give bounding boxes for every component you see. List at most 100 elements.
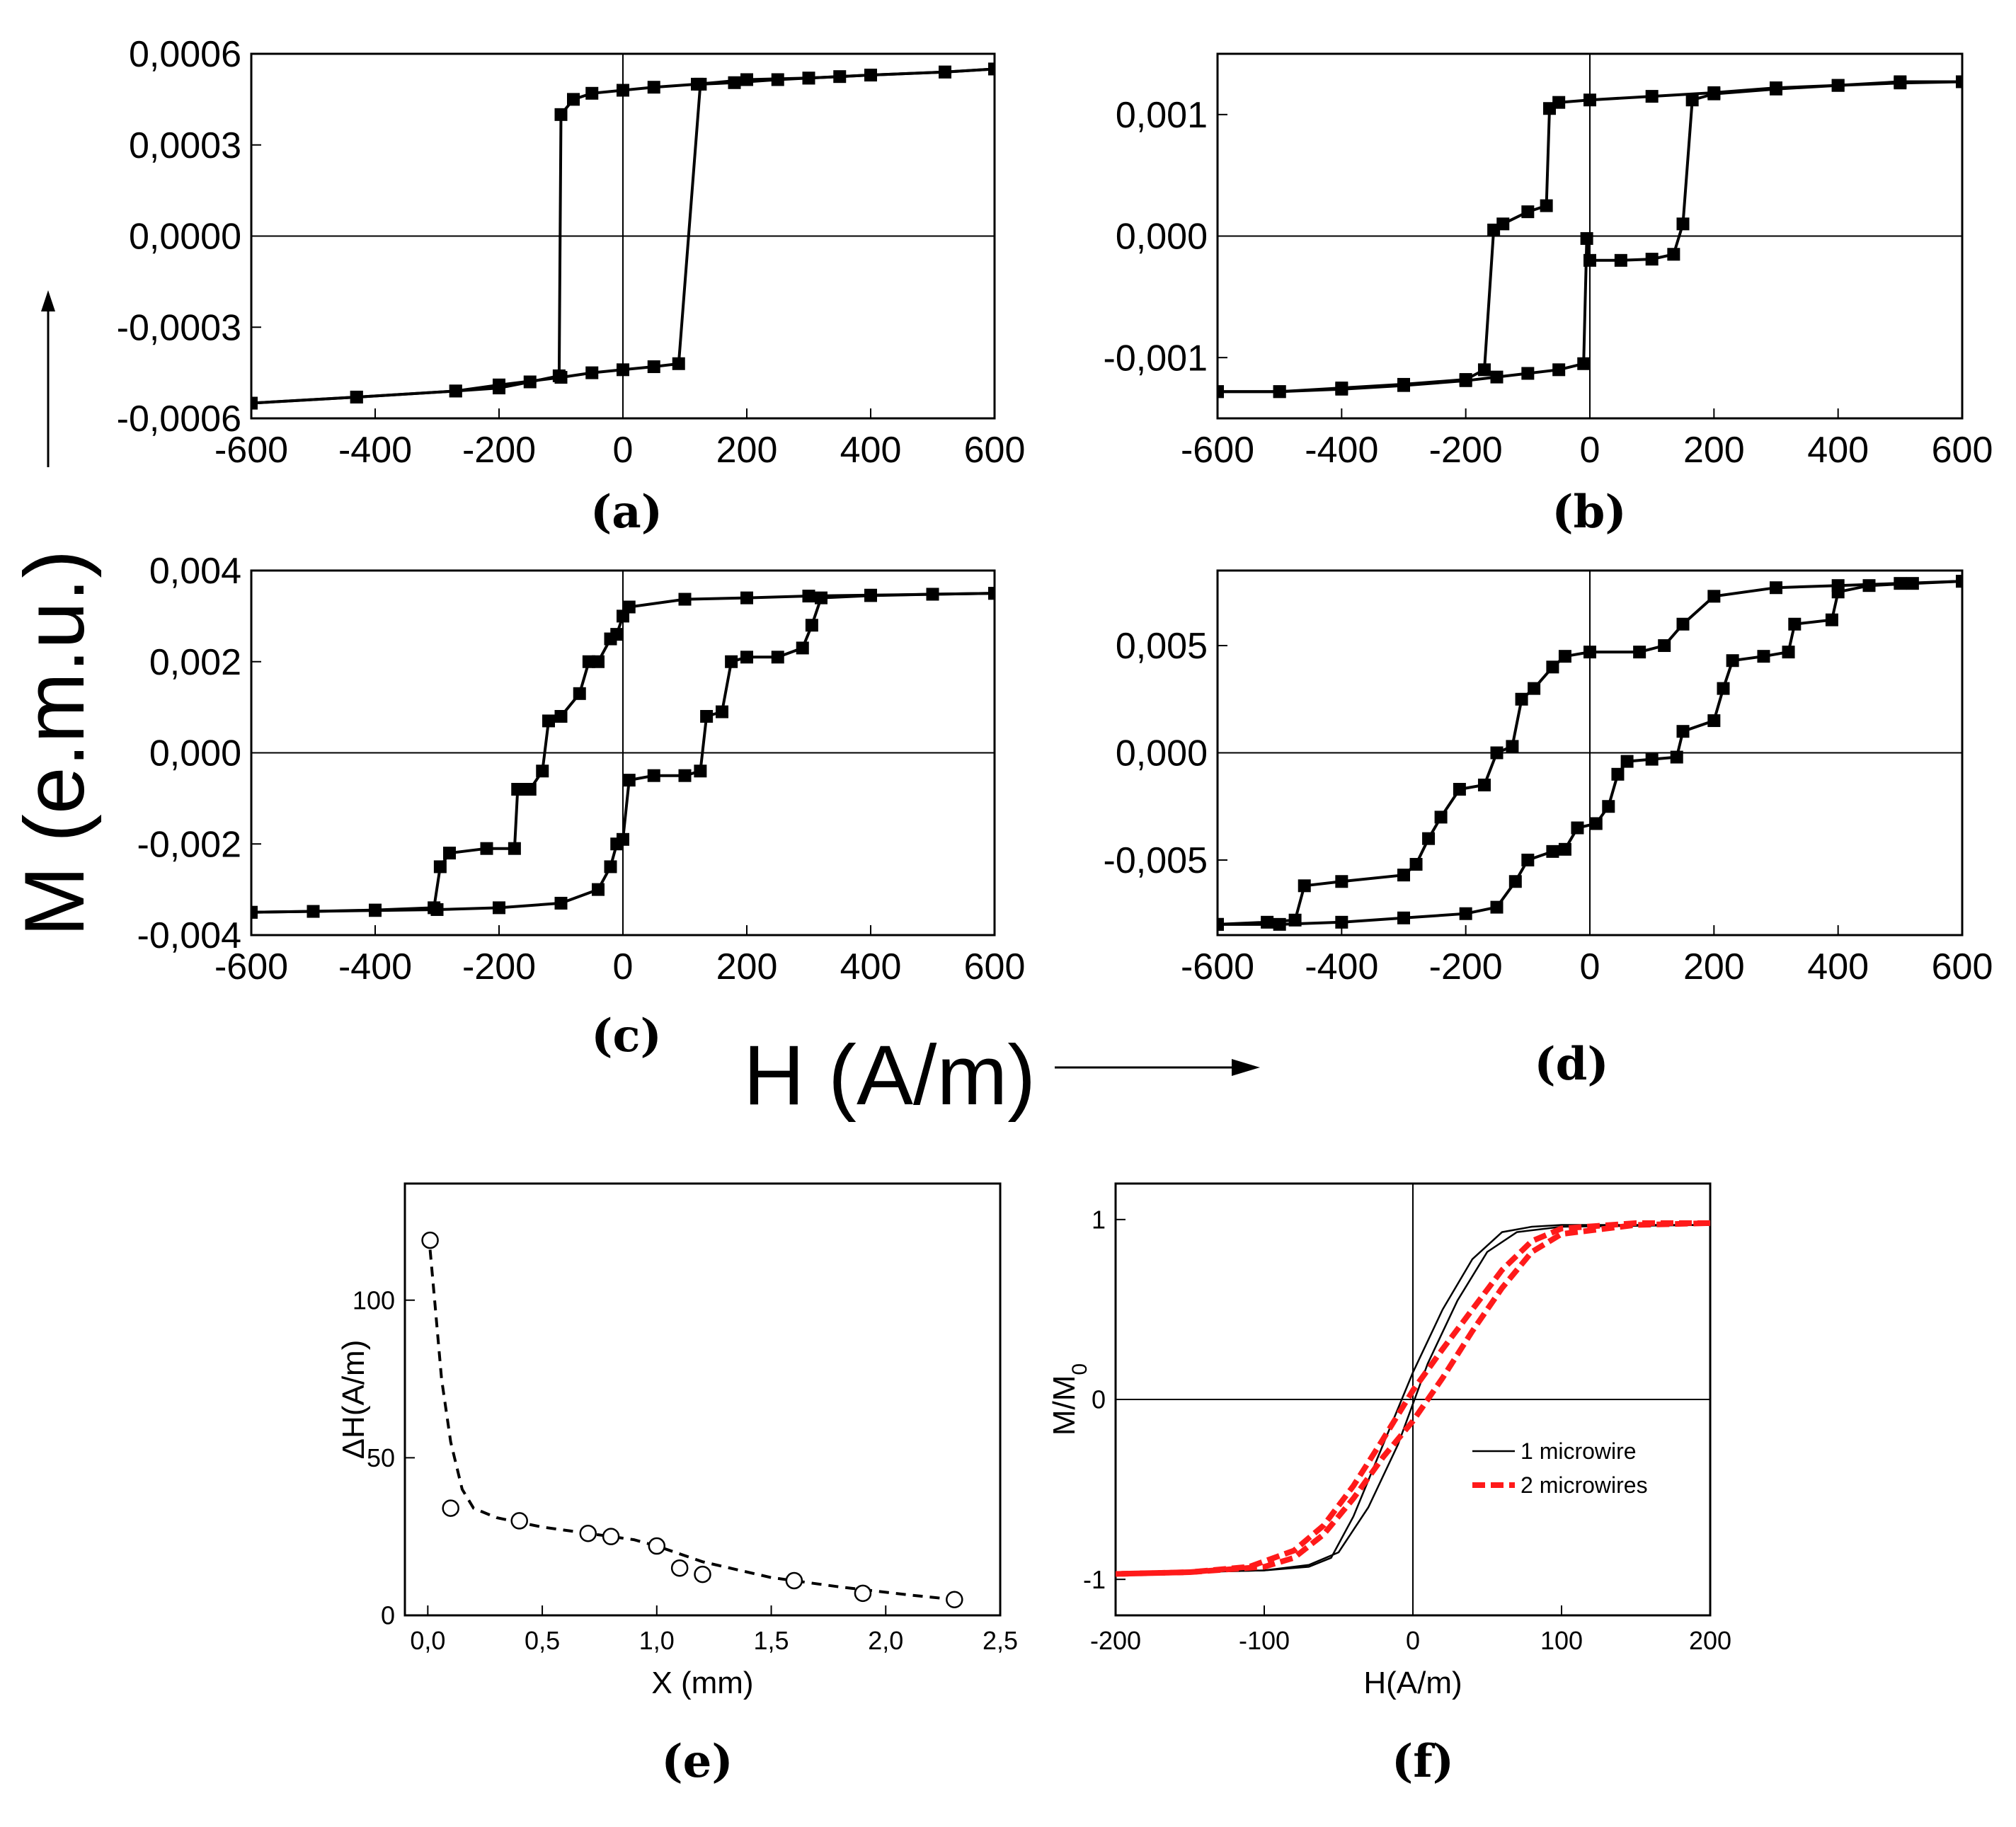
data-marker — [1477, 363, 1491, 377]
data-marker — [988, 62, 995, 76]
data-marker — [815, 591, 827, 605]
data-marker — [554, 108, 568, 121]
data-point — [421, 1231, 439, 1249]
data-marker — [1335, 915, 1348, 929]
data-marker — [251, 396, 258, 410]
data-marker — [1956, 575, 1962, 588]
data-marker — [443, 847, 456, 860]
y-tick-label: -1 — [1083, 1565, 1106, 1594]
x-tick-label: 2,5 — [983, 1626, 1018, 1655]
x-tick-label: -400 — [1305, 946, 1378, 987]
plot-area — [251, 587, 995, 919]
data-marker — [592, 883, 605, 896]
data-marker — [678, 769, 692, 782]
data-point — [670, 1559, 689, 1577]
y-tick-label: 1 — [1092, 1205, 1106, 1234]
x-tick-label: 400 — [840, 430, 902, 471]
data-marker — [725, 655, 738, 668]
x-tick-label: 200 — [1683, 946, 1745, 987]
data-marker — [617, 84, 629, 97]
data-marker — [939, 65, 951, 79]
data-marker — [1583, 646, 1596, 659]
global-y-axis-annotation: M (e.m.u.) — [7, 290, 102, 937]
panel-label: (d) — [1534, 1038, 1608, 1091]
y-tick-label: 50 — [367, 1443, 395, 1472]
y-tick-label: 0 — [381, 1601, 395, 1630]
data-marker — [1397, 869, 1410, 882]
x-tick-label: -200 — [462, 430, 536, 471]
data-marker — [740, 651, 753, 664]
x-axis-label: H(A/m) — [1363, 1666, 1462, 1700]
panel-label: (f) — [1392, 1735, 1454, 1788]
data-marker — [1583, 93, 1596, 107]
plot-area — [1116, 1220, 1710, 1577]
data-marker — [1546, 660, 1559, 674]
y-tick-label: 100 — [353, 1285, 395, 1315]
data-marker — [1397, 911, 1410, 924]
x-tick-label: 0 — [1406, 1626, 1420, 1655]
data-marker — [1453, 783, 1466, 796]
x-tick-label: 400 — [840, 946, 902, 987]
data-marker — [1521, 367, 1535, 380]
data-marker — [1770, 581, 1782, 595]
data-marker — [833, 70, 847, 84]
data-marker — [771, 651, 784, 664]
data-marker — [771, 73, 784, 86]
data-marker — [1508, 875, 1522, 888]
data-marker — [700, 710, 714, 723]
data-marker — [617, 363, 629, 377]
data-marker — [1477, 778, 1491, 791]
x-tick-label: 200 — [716, 430, 778, 471]
x-tick-label: -600 — [1181, 430, 1254, 471]
data-marker — [617, 832, 629, 846]
data-marker — [430, 903, 444, 916]
global-x-arrow-head — [1232, 1059, 1260, 1076]
data-marker — [740, 73, 753, 86]
data-marker — [1577, 357, 1591, 370]
data-marker — [1298, 879, 1311, 893]
y-tick-label: 0 — [1092, 1385, 1106, 1414]
data-marker — [740, 591, 753, 605]
data-marker — [1894, 75, 1907, 88]
data-point — [648, 1537, 666, 1555]
data-point — [785, 1571, 803, 1590]
data-marker — [1490, 900, 1504, 914]
data-marker — [554, 896, 568, 910]
y-tick-label: -0,005 — [1104, 840, 1208, 881]
x-tick-label: -400 — [338, 430, 412, 471]
panel-e: 0,0 0,5 1,0 1,5 2,0 2,5 0 50 100 X (mm) ΔH(A/m) (e) — [336, 1182, 1018, 1788]
data-marker — [369, 904, 382, 917]
data-marker — [1583, 253, 1596, 267]
x-tick-label: 100 — [1540, 1626, 1583, 1655]
data-marker — [1571, 821, 1584, 835]
data-marker — [1540, 199, 1553, 212]
data-marker — [1218, 385, 1224, 399]
x-tick-label: 400 — [1807, 430, 1869, 471]
global-y-label: M (e.m.u.) — [7, 550, 102, 937]
panel-c: -600 -400 -200 0 200 400 600 0,004 0,002 0,000 -0,… — [137, 551, 1026, 1063]
data-point — [579, 1524, 597, 1542]
data-marker — [1633, 646, 1646, 659]
loop-branch-1-microwire — [1116, 1224, 1710, 1575]
data-marker — [1602, 800, 1615, 813]
data-marker — [433, 860, 447, 874]
data-marker — [864, 69, 877, 82]
data-marker — [802, 71, 815, 85]
data-marker — [694, 77, 707, 91]
x-tick-label: 0,5 — [525, 1626, 560, 1655]
global-x-label: H (A/m) — [743, 1028, 1036, 1123]
x-tick-label: -200 — [1429, 430, 1503, 471]
data-marker — [622, 774, 636, 787]
data-marker — [716, 705, 728, 718]
data-marker — [554, 710, 568, 723]
data-marker — [1770, 82, 1782, 96]
data-marker — [647, 769, 660, 782]
data-marker — [567, 93, 580, 106]
legend-text-1: 1 microwire — [1520, 1438, 1637, 1464]
data-marker — [1218, 917, 1224, 931]
data-marker — [536, 764, 549, 778]
data-marker — [554, 371, 568, 384]
y-tick-label: 0,000 — [1116, 217, 1208, 258]
data-marker — [617, 609, 629, 623]
data-marker — [251, 905, 258, 919]
